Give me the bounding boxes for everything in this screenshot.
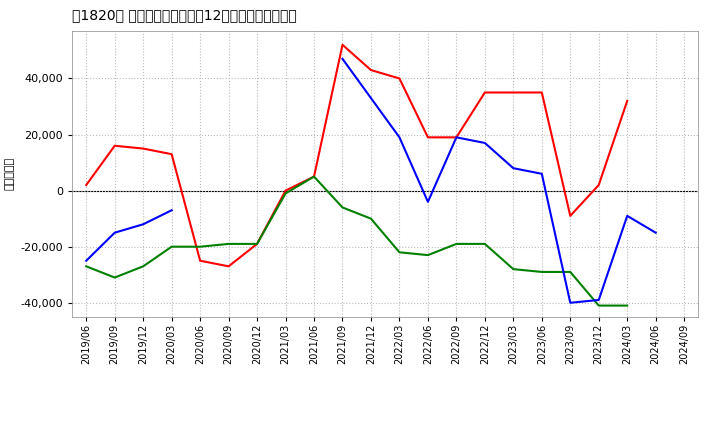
- 営業CF: [225, 264, 233, 269]
- 投資CF: [253, 241, 261, 246]
- 営業CF: [139, 146, 148, 151]
- Line: フリーCF: フリーCF: [86, 210, 171, 261]
- Line: 投資CF: 投資CF: [86, 176, 627, 306]
- 投資CF: [338, 205, 347, 210]
- 営業CF: [167, 151, 176, 157]
- フリーCF: [110, 230, 119, 235]
- 営業CF: [423, 135, 432, 140]
- 営業CF: [366, 67, 375, 73]
- 営業CF: [480, 90, 489, 95]
- 営業CF: [509, 90, 518, 95]
- 投資CF: [509, 267, 518, 272]
- 投資CF: [310, 174, 318, 179]
- 営業CF: [452, 135, 461, 140]
- 投資CF: [139, 264, 148, 269]
- 営業CF: [566, 213, 575, 219]
- 投資CF: [452, 241, 461, 246]
- 投資CF: [167, 244, 176, 249]
- 投資CF: [423, 253, 432, 258]
- Y-axis label: （百万円）: （百万円）: [5, 157, 15, 191]
- Text: ［1820］ キャッシュフローの12か月移動合計の推移: ［1820］ キャッシュフローの12か月移動合計の推移: [72, 9, 297, 23]
- 営業CF: [338, 42, 347, 48]
- 営業CF: [395, 76, 404, 81]
- 投資CF: [225, 241, 233, 246]
- 投資CF: [110, 275, 119, 280]
- 投資CF: [282, 191, 290, 196]
- 投資CF: [196, 244, 204, 249]
- 投資CF: [595, 303, 603, 308]
- 投資CF: [566, 269, 575, 275]
- 営業CF: [82, 182, 91, 187]
- 投資CF: [480, 241, 489, 246]
- 投資CF: [537, 269, 546, 275]
- 営業CF: [595, 182, 603, 187]
- 営業CF: [196, 258, 204, 264]
- 営業CF: [537, 90, 546, 95]
- 営業CF: [310, 174, 318, 179]
- 営業CF: [253, 241, 261, 246]
- 営業CF: [282, 188, 290, 193]
- 投資CF: [623, 303, 631, 308]
- 営業CF: [623, 98, 631, 103]
- フリーCF: [139, 222, 148, 227]
- フリーCF: [167, 208, 176, 213]
- 投資CF: [82, 264, 91, 269]
- 投資CF: [366, 216, 375, 221]
- 営業CF: [110, 143, 119, 148]
- フリーCF: [82, 258, 91, 264]
- 投資CF: [395, 249, 404, 255]
- Line: 営業CF: 営業CF: [86, 45, 627, 266]
